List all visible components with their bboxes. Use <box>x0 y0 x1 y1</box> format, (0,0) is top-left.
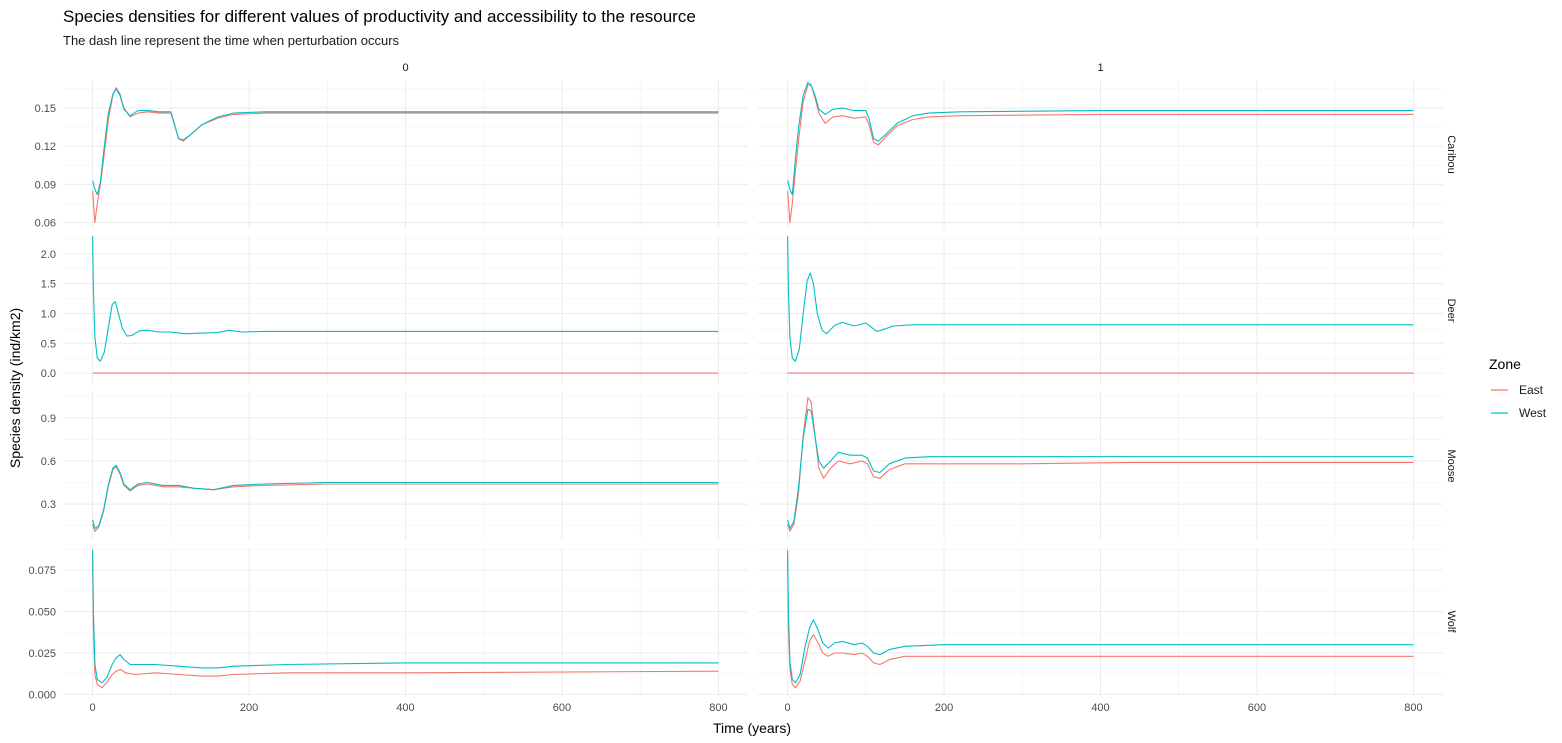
series-line-east <box>92 87 719 224</box>
legend-title: Zone <box>1489 356 1521 372</box>
y-tick-label: 0.050 <box>28 607 56 619</box>
facet-row-label: Caribou <box>1445 135 1457 174</box>
y-axis-title: Species density (ind/km2) <box>7 308 23 468</box>
y-tick-label: 0.6 <box>41 456 56 468</box>
x-tick-label: 200 <box>935 702 953 714</box>
series-line-east <box>92 553 719 689</box>
y-tick-label: 1.0 <box>41 308 56 320</box>
y-tick-label: 0.3 <box>41 499 56 511</box>
series-line-west <box>92 464 719 530</box>
y-tick-label: 0.09 <box>35 179 56 191</box>
facet-panel-wolf-1: Wolf 0 200 400 600 800 <box>758 547 1457 714</box>
legend-entries: East West <box>1491 383 1547 420</box>
x-tick-label: 400 <box>396 702 414 714</box>
facet-panel-caribou-0: 0.06 0.09 0.12 0.15 <box>35 80 748 230</box>
series-line-west <box>92 550 719 684</box>
facet-panel-deer-0: 0.0 0.5 1.0 1.5 2.0 <box>41 235 748 385</box>
facet-row-label: Deer <box>1445 299 1457 323</box>
x-tick-label: 600 <box>1248 702 1266 714</box>
facet-row-label: Wolf <box>1445 611 1457 634</box>
x-tick-label: 200 <box>240 702 258 714</box>
y-tick-label: 0.000 <box>28 689 56 701</box>
y-tick-label: 0.5 <box>41 338 56 350</box>
facet-panel-deer-1: Deer <box>758 235 1457 385</box>
y-tick-label: 0.06 <box>35 218 56 230</box>
facet-panel-moose-0: 0.3 0.6 0.9 <box>41 392 748 540</box>
x-axis-title: Time (years) <box>713 720 791 736</box>
y-tick-label: 0.12 <box>35 141 56 153</box>
legend-label-east: East <box>1519 383 1544 397</box>
facet-row-label: Moose <box>1445 449 1457 482</box>
y-tick-label: 0.9 <box>41 413 56 425</box>
series-line-west <box>787 550 1414 684</box>
facet-column-label: 0 <box>402 62 408 74</box>
y-tick-label: 0.075 <box>28 565 56 577</box>
series-line-west <box>787 408 1414 530</box>
y-tick-label: 0.025 <box>28 648 56 660</box>
y-tick-label: 1.5 <box>41 279 56 291</box>
facet-column-label: 1 <box>1097 62 1103 74</box>
series-line-east <box>787 553 1414 689</box>
series-line-west <box>92 235 719 362</box>
series-line-west <box>787 235 1414 362</box>
x-tick-label: 0 <box>785 702 791 714</box>
x-tick-label: 0 <box>90 702 96 714</box>
y-tick-label: 2.0 <box>41 249 56 261</box>
facet-panels: 00.060.090.120.150.00.51.01.52.00.30.60.… <box>28 62 1457 714</box>
y-tick-label: 0.0 <box>41 368 56 380</box>
series-line-east <box>787 84 1414 224</box>
x-tick-label: 600 <box>553 702 571 714</box>
chart-title: Species densities for different values o… <box>63 7 696 26</box>
legend: Zone East West <box>1489 356 1547 420</box>
x-tick-label: 800 <box>709 702 727 714</box>
facet-panel-moose-1: Moose <box>758 392 1457 540</box>
facet-panel-wolf-0: 0.000 0.025 0.050 0.075 0 200 400 600 800 <box>28 547 748 714</box>
y-tick-label: 0.15 <box>35 103 56 115</box>
x-tick-label: 800 <box>1404 702 1422 714</box>
series-line-west <box>787 81 1414 196</box>
chart-subtitle: The dash line represent the time when pe… <box>63 33 400 48</box>
legend-label-west: West <box>1519 406 1547 420</box>
facet-panel-caribou-1: Caribou <box>758 80 1457 229</box>
x-tick-label: 400 <box>1091 702 1109 714</box>
series-line-west <box>92 88 719 196</box>
